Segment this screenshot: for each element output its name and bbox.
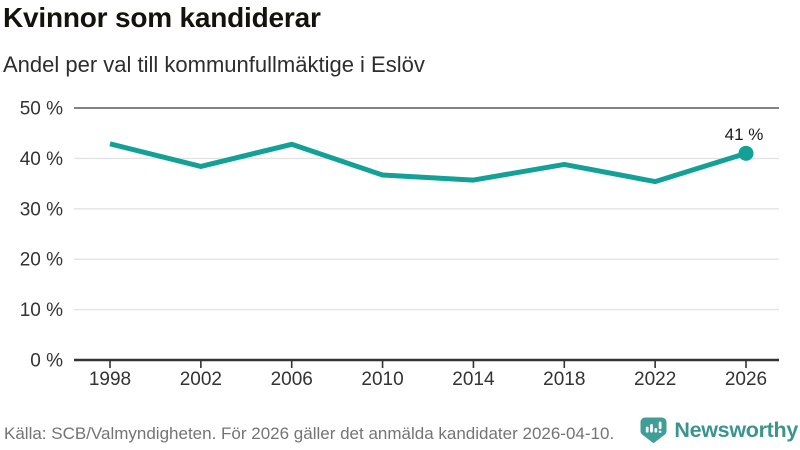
newsworthy-logo[interactable]: Newsworthy — [640, 416, 798, 444]
bar-chart-glyph — [646, 421, 662, 433]
y-axis-label: 0 % — [30, 351, 63, 372]
x-axis-label: 2014 — [452, 369, 495, 390]
x-axis-label: 1998 — [89, 369, 131, 390]
y-axis-label: 10 % — [20, 300, 63, 321]
x-axis-label: 2006 — [271, 369, 313, 390]
chart-subtitle: Andel per val till kommunfullmäktige i E… — [3, 52, 425, 77]
y-axis-label: 20 % — [20, 250, 63, 271]
x-axis-label: 2018 — [543, 369, 585, 390]
y-axis-label: 40 % — [20, 149, 63, 170]
speech-bubble-shape — [640, 417, 667, 443]
trend-line — [109, 141, 747, 185]
end-point-marker — [738, 145, 754, 161]
x-axis-label: 2026 — [725, 369, 767, 390]
x-axis-label: 2002 — [180, 369, 222, 390]
y-axis-label: 30 % — [20, 199, 63, 220]
y-axis-label: 50 % — [20, 99, 63, 120]
newsworthy-wordmark: Newsworthy — [674, 417, 798, 442]
chart-title: Kvinnor som kandiderar — [3, 2, 321, 33]
x-axis-label: 2022 — [634, 369, 676, 390]
newsworthy-icon — [640, 417, 667, 443]
source-note: Källa: SCB/Valmyndigheten. För 2026 gäll… — [4, 424, 615, 443]
x-axis-label: 2010 — [361, 369, 403, 390]
line-chart: 0 % 10 % 20 % 30 % 40 % 50 % 1998 2002 2006 2010 2… — [20, 99, 779, 390]
end-point-label: 41 % — [725, 125, 764, 144]
